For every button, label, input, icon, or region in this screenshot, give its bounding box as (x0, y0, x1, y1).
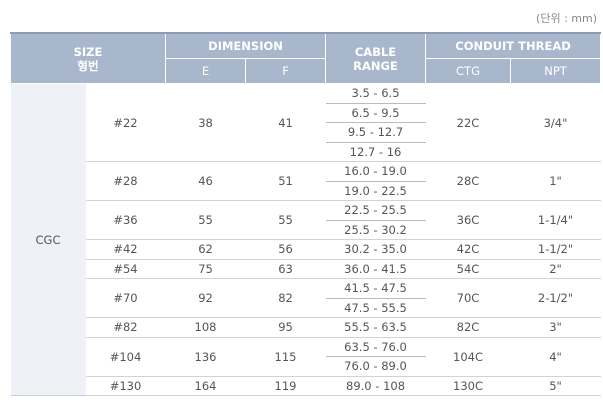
f-cell: 82 (245, 278, 326, 318)
npt-cell: 2" (510, 259, 601, 279)
model-cell: #42 (85, 239, 166, 260)
ctg-cell: 54C (425, 259, 511, 279)
f-cell: 56 (245, 239, 326, 260)
npt-cell: 1-1/4" (510, 200, 601, 240)
table-row: #54 75 63 36.0 - 41.5 54C 2" (11, 259, 601, 279)
npt-cell: 5" (510, 376, 601, 396)
model-cell: #36 (85, 200, 166, 240)
e-cell: 62 (165, 239, 246, 260)
unit-note: (단위 : mm) (536, 12, 597, 25)
cable-range-cell: 41.5 - 47.5 (325, 278, 426, 299)
table-row: #70 92 82 41.5 - 47.5 70C 2-1/2" (11, 278, 601, 318)
cable-range-cell: 55.5 - 63.5 (325, 317, 426, 338)
header-ctg: CTG (425, 58, 512, 84)
header-conduit-thread: CONDUIT THREAD (425, 32, 602, 59)
ctg-cell: 42C (425, 239, 511, 260)
cable-range-cell: 76.0 - 89.0 (325, 356, 426, 377)
f-cell: 119 (245, 376, 326, 396)
npt-cell: 3/4" (510, 83, 601, 162)
ctg-cell: 104C (425, 337, 511, 377)
cable-range-cell: 9.5 - 12.7 (325, 122, 426, 143)
cable-range-cell: 16.0 - 19.0 (325, 161, 426, 182)
model-cell: #28 (85, 161, 166, 201)
model-cell: #70 (85, 278, 166, 318)
table-row: 76.0 - 89.0 (11, 356, 601, 377)
table-row: #36 55 55 22.5 - 25.5 36C 1-1/4" (11, 200, 601, 240)
ctg-cell: 70C (425, 278, 511, 318)
cable-range-cell: 89.0 - 108 (325, 376, 426, 396)
table-row: #104 136 115 63.5 - 76.0 104C 4" (11, 337, 601, 377)
npt-cell: 1" (510, 161, 601, 201)
table-row: 9.5 - 12.7 (11, 122, 601, 143)
model-cell: #104 (85, 337, 166, 377)
cable-range-cell: 19.0 - 22.5 (325, 181, 426, 201)
header-text: RANGE (353, 58, 398, 73)
f-cell: 55 (245, 200, 326, 240)
table-row: 47.5 - 55.5 (11, 298, 601, 318)
cable-range-cell: 63.5 - 76.0 (325, 337, 426, 357)
f-cell: 95 (245, 317, 326, 338)
table-row: 12.7 - 16 (11, 142, 601, 162)
ctg-cell: 82C (425, 317, 511, 338)
spec-table: SIZE 형번 DIMENSION CABLE RANGE CONDUIT THRE… (9, 32, 602, 396)
cable-range-cell: 12.7 - 16 (325, 142, 426, 162)
table-row: 19.0 - 22.5 (11, 181, 601, 201)
table-row: #28 46 51 16.0 - 19.0 28C 1" (11, 161, 601, 201)
model-cell: #130 (85, 376, 166, 396)
table-row: #130 164 119 89.0 - 108 130C 5" (11, 376, 601, 396)
e-cell: 164 (165, 376, 246, 396)
e-cell: 55 (165, 200, 246, 240)
f-cell: 51 (245, 161, 326, 201)
ctg-cell: 22C (425, 83, 511, 162)
header-npt: NPT (510, 58, 602, 84)
ctg-cell: 36C (425, 200, 511, 240)
table-row: 6.5 - 9.5 (11, 103, 601, 123)
header-e: E (165, 58, 247, 84)
header-text: SIZE (73, 44, 103, 59)
cable-range-cell: 47.5 - 55.5 (325, 298, 426, 318)
table-row: #82 108 95 55.5 - 63.5 82C 3" (11, 317, 601, 338)
header-cable-range: CABLE RANGE (325, 32, 427, 84)
table-body: CGC #22 38 41 3.5 - 6.5 22C 3/4" 6.5 - 9.5 9.5 -… (10, 83, 601, 396)
model-cell: #54 (85, 259, 166, 279)
npt-cell: 1-1/2" (510, 239, 601, 260)
cable-range-cell: 36.0 - 41.5 (325, 259, 426, 279)
cable-range-cell: 25.5 - 30.2 (325, 220, 426, 240)
model-cell: #82 (85, 317, 166, 338)
header-text: 형번 (77, 58, 99, 73)
npt-cell: 2-1/2" (510, 278, 601, 318)
ctg-cell: 28C (425, 161, 511, 201)
cable-range-cell: 30.2 - 35.0 (325, 239, 426, 260)
f-cell: 41 (245, 83, 326, 162)
e-cell: 38 (165, 83, 246, 162)
header-dimension: DIMENSION (165, 32, 327, 59)
header-text: CABLE (354, 44, 397, 59)
header-size: SIZE 형번 (9, 32, 167, 84)
f-cell: 115 (245, 337, 326, 377)
e-cell: 108 (165, 317, 246, 338)
e-cell: 46 (165, 161, 246, 201)
f-cell: 63 (245, 259, 326, 279)
header-f: F (245, 58, 327, 84)
npt-cell: 4" (510, 337, 601, 377)
cable-range-cell: 6.5 - 9.5 (325, 103, 426, 123)
e-cell: 136 (165, 337, 246, 377)
table-row: #42 62 56 30.2 - 35.0 42C 1-1/2" (11, 239, 601, 260)
ctg-cell: 130C (425, 376, 511, 396)
e-cell: 92 (165, 278, 246, 318)
e-cell: 75 (165, 259, 246, 279)
group-cell: CGC (10, 83, 86, 396)
model-cell: #22 (85, 83, 166, 162)
cable-range-cell: 3.5 - 6.5 (325, 83, 426, 104)
npt-cell: 3" (510, 317, 601, 338)
table-row: CGC #22 38 41 3.5 - 6.5 22C 3/4" (10, 83, 601, 396)
table-row: 25.5 - 30.2 (11, 220, 601, 240)
cable-range-cell: 22.5 - 25.5 (325, 200, 426, 221)
